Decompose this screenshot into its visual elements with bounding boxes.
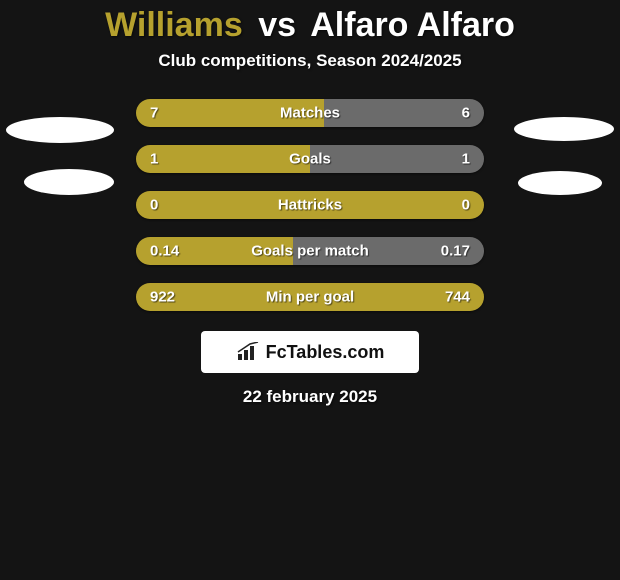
stat-label: Matches xyxy=(280,105,340,122)
decor-oval xyxy=(6,117,114,143)
subtitle: Club competitions, Season 2024/2025 xyxy=(0,51,620,71)
bars-icon xyxy=(236,342,260,362)
stat-row: 7 6 Matches xyxy=(136,99,484,127)
stat-bar-right xyxy=(310,145,484,173)
page-title: Williams vs Alfaro Alfaro xyxy=(0,0,620,45)
decor-oval xyxy=(514,117,614,141)
title-right: Alfaro Alfaro xyxy=(310,6,515,44)
stat-bar-left xyxy=(136,145,310,173)
stat-left-value: 7 xyxy=(150,105,158,122)
stat-bar-right xyxy=(324,99,484,127)
stat-right-value: 744 xyxy=(445,289,470,306)
decor-oval xyxy=(24,169,114,195)
fctables-logo: FcTables.com xyxy=(201,331,419,373)
stat-right-value: 1 xyxy=(462,151,470,168)
stat-right-value: 0 xyxy=(462,197,470,214)
stat-label: Goals xyxy=(289,151,331,168)
stat-right-value: 6 xyxy=(462,105,470,122)
title-left: Williams xyxy=(105,6,243,44)
stat-left-value: 922 xyxy=(150,289,175,306)
stat-rows: 7 6 Matches 1 1 Goals 0 0 Hattricks 0.14 0.17 Goals… xyxy=(136,99,484,311)
stat-row: 0.14 0.17 Goals per match xyxy=(136,237,484,265)
left-decor xyxy=(0,99,120,199)
date-line: 22 february 2025 xyxy=(0,387,620,407)
stat-label: Goals per match xyxy=(251,243,369,260)
comparison-panel: 7 6 Matches 1 1 Goals 0 0 Hattricks 0.14 0.17 Goals… xyxy=(0,99,620,407)
stat-left-value: 1 xyxy=(150,151,158,168)
logo-text: FcTables.com xyxy=(266,342,385,363)
stat-row: 922 744 Min per goal xyxy=(136,283,484,311)
stat-right-value: 0.17 xyxy=(441,243,470,260)
title-vs: vs xyxy=(258,6,296,44)
stat-row: 1 1 Goals xyxy=(136,145,484,173)
right-decor xyxy=(500,99,620,199)
decor-oval xyxy=(518,171,602,195)
stat-row: 0 0 Hattricks xyxy=(136,191,484,219)
stat-label: Hattricks xyxy=(278,197,342,214)
stat-left-value: 0 xyxy=(150,197,158,214)
stat-label: Min per goal xyxy=(266,289,354,306)
stat-left-value: 0.14 xyxy=(150,243,179,260)
